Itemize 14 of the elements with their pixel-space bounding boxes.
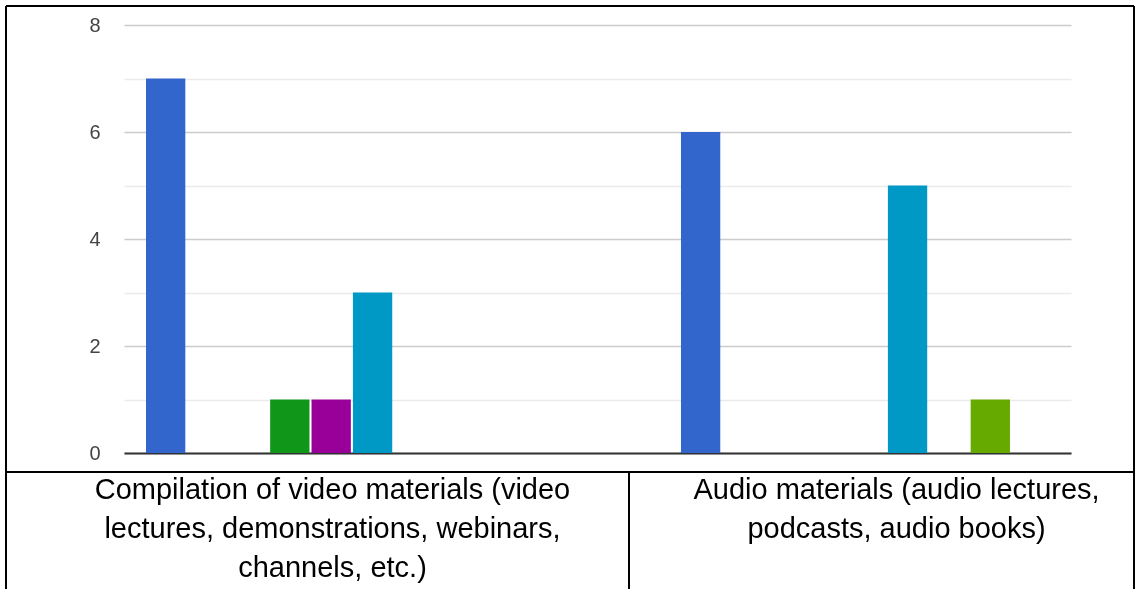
bar bbox=[970, 399, 1010, 453]
bar bbox=[680, 132, 721, 453]
bar bbox=[352, 292, 393, 453]
y-tick-label: 4 bbox=[89, 227, 101, 250]
x-tick-label: Audio materials (audio lectures, podcasts, audio books) bbox=[693, 473, 1100, 544]
bar bbox=[887, 185, 928, 453]
bar bbox=[270, 399, 310, 453]
y-tick-label: 0 bbox=[89, 441, 101, 464]
y-tick-label: 8 bbox=[89, 13, 101, 36]
x-tick-label: Compilation of video materials (video lectures, demonstrations, webinars, channels, etc.) bbox=[94, 473, 571, 583]
bar bbox=[146, 78, 186, 453]
y-tick-label: 6 bbox=[89, 120, 101, 143]
bar bbox=[311, 399, 351, 453]
y-tick-label: 2 bbox=[89, 334, 101, 357]
